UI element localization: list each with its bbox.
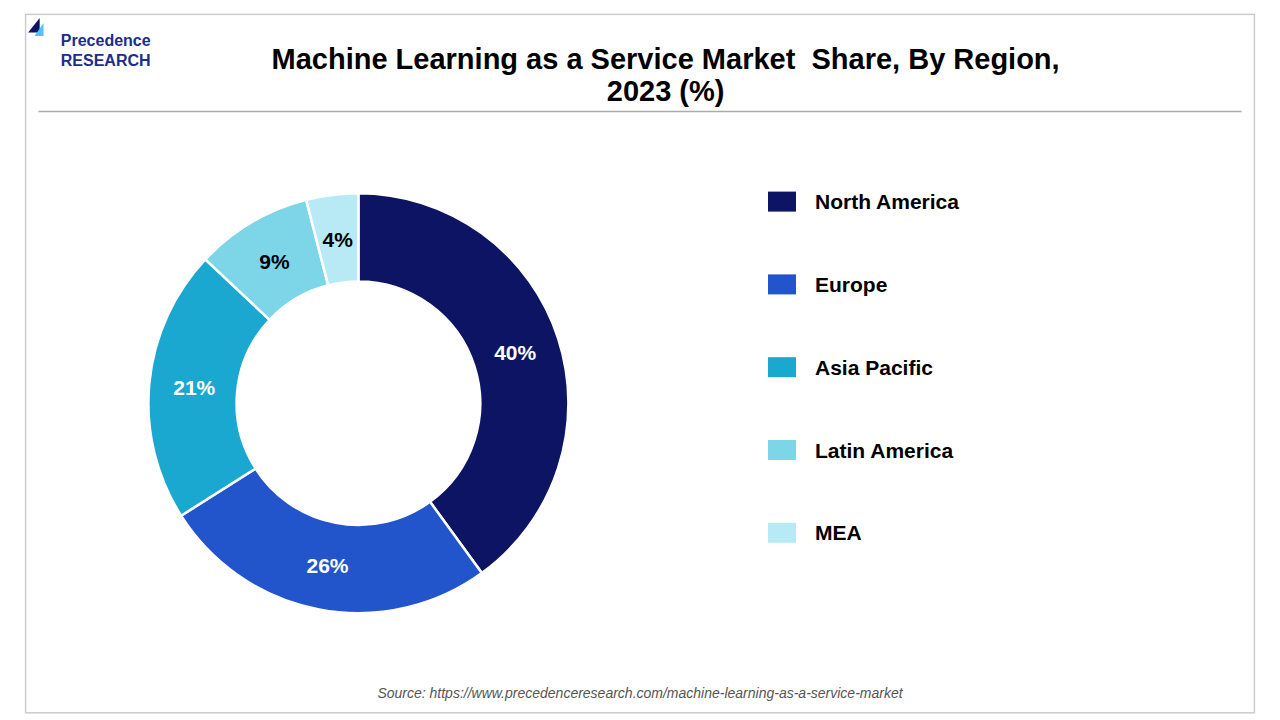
- title-rule: [38, 111, 1241, 113]
- logo-shape: [28, 18, 40, 32]
- border: [26, 14, 1255, 712]
- legend-item: Europe: [768, 273, 887, 296]
- chart-svg: Machine Learning as a Service Market Sha…: [0, 0, 1280, 720]
- slice: [358, 193, 568, 573]
- title-line: Machine Learning as a Service Market Sha…: [272, 43, 1060, 75]
- title-line: 2023 (%): [607, 75, 725, 107]
- data-label: 9%: [259, 250, 290, 273]
- data-label: 21%: [173, 376, 215, 399]
- slice: [181, 468, 482, 613]
- data-label: 40%: [494, 341, 536, 364]
- source-text-line: Source: https://www.precedenceresearch.c…: [377, 685, 903, 701]
- logo-text-line: Precedence: [61, 32, 151, 49]
- legend-item: North America: [768, 190, 959, 213]
- legend-swatch: [768, 274, 796, 294]
- slice: [306, 193, 358, 285]
- legend-label: North America: [815, 190, 959, 213]
- legend-label: MEA: [815, 521, 862, 544]
- logo-text: Precedence RESEARCH: [61, 32, 151, 69]
- source-text: Source: https://www.precedenceresearch.c…: [377, 685, 903, 701]
- legend-swatch: [768, 192, 796, 212]
- legend-swatch: [768, 440, 796, 460]
- logo-shape: [35, 23, 44, 36]
- legend-item: Latin America: [768, 439, 953, 462]
- legend-label: Latin America: [815, 439, 953, 462]
- legend-label: Europe: [815, 273, 887, 296]
- legend-swatch: [768, 357, 796, 377]
- data-labels: 40% 26% 21% 9% 4%: [173, 228, 536, 576]
- legend-item: MEA: [768, 521, 862, 544]
- data-label: 4%: [323, 228, 354, 251]
- legend: North America Europe Asia Pacific Latin Ame…: [768, 190, 959, 544]
- data-label: 26%: [306, 554, 348, 577]
- donut: [148, 193, 568, 613]
- title: Machine Learning as a Service Market Sha…: [272, 43, 1060, 107]
- logo-text-line: RESEARCH: [61, 52, 151, 69]
- legend-swatch: [768, 523, 796, 543]
- legend-item: Asia Pacific: [768, 356, 933, 379]
- legend-label: Asia Pacific: [815, 356, 933, 379]
